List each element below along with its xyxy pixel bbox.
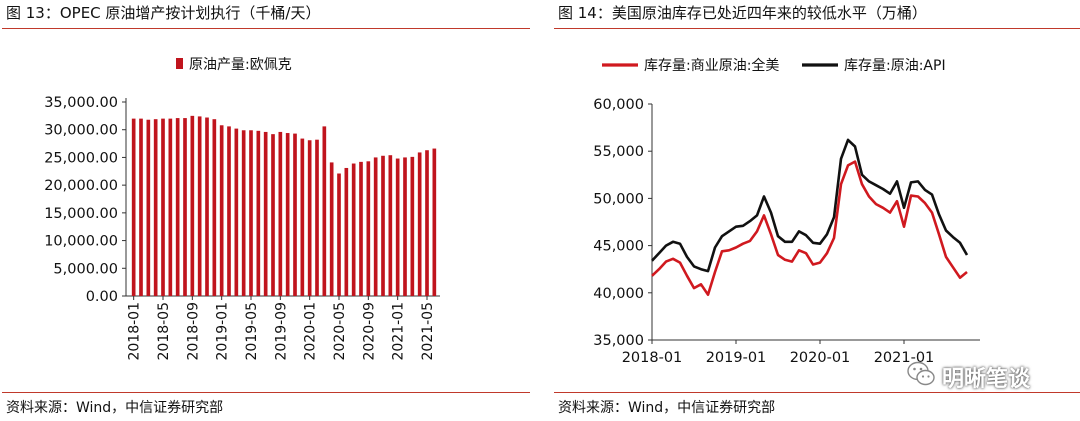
- legend-label: 原油产量:欧佩克: [189, 57, 292, 73]
- line-series: [651, 138, 969, 296]
- chart-title: 图 14：美国原油库存已处近四年来的较低水平（万桶）: [558, 4, 927, 22]
- source-rule: [554, 392, 1080, 393]
- chart-legend: 库存量:商业原油:全美 库存量:原油:API: [602, 57, 946, 74]
- x-tick-label: 2019-01: [215, 302, 231, 361]
- x-tick-label: 2018-01: [127, 302, 143, 361]
- source-rule: [2, 392, 530, 393]
- legend-label: 库存量:原油:API: [844, 58, 946, 74]
- x-tick-label: 2019-01: [706, 350, 767, 366]
- y-tick-label: 25,000.00: [44, 150, 118, 166]
- bar: [337, 173, 341, 296]
- bar: [197, 116, 202, 296]
- chart-axes: 35,000 40,000 45,000 50,000 55,000 60,000 2018…: [593, 97, 980, 366]
- bar: [285, 133, 290, 296]
- x-tick-label: 2020-01: [790, 350, 851, 366]
- bar: [395, 158, 400, 296]
- bar: [212, 119, 217, 296]
- y-tick-label: 20,000.00: [44, 178, 118, 194]
- chart-legend: 原油产量:欧佩克: [176, 57, 292, 73]
- bar: [359, 161, 363, 296]
- series-line: [651, 160, 968, 296]
- bar: [219, 125, 224, 296]
- line-chart: 库存量:商业原油:全美 库存量:原油:API 35,000 40,000 45,000…: [593, 57, 980, 366]
- y-tick-label: 10,000.00: [44, 234, 118, 250]
- y-tick-label: 50,000: [593, 191, 644, 207]
- bar: [161, 118, 165, 296]
- bar: [131, 118, 136, 296]
- y-tick-label: 5,000.00: [53, 261, 118, 277]
- bar: [256, 130, 261, 296]
- bar-series: [131, 115, 437, 297]
- bar: [190, 115, 195, 296]
- bar: [432, 148, 437, 296]
- bar: [381, 155, 385, 296]
- bar: [366, 161, 371, 296]
- bar: [263, 131, 268, 296]
- y-tick-label: 55,000: [593, 144, 644, 160]
- x-tick-label: 2020-05: [332, 302, 348, 361]
- legend-label: 库存量:商业原油:全美: [644, 57, 779, 74]
- bar: [322, 126, 327, 296]
- bar: [417, 152, 422, 296]
- bar: [344, 167, 349, 296]
- bar: [249, 130, 253, 296]
- bar: [307, 140, 312, 296]
- bar: [293, 133, 297, 296]
- x-tick-label: 2021-01: [391, 302, 407, 361]
- bar: [315, 139, 319, 296]
- bar: [351, 163, 356, 296]
- bar: [183, 118, 187, 297]
- source-note: 资料来源：Wind，中信证券研究部: [558, 400, 776, 416]
- watermark-text: 明晰笔谈: [942, 367, 1031, 392]
- right-chart-panel: 图 14：美国原油库存已处近四年来的较低水平（万桶） 库存量:商业原油:全美 库存…: [552, 0, 1080, 421]
- bar: [241, 130, 246, 296]
- bar: [234, 128, 239, 296]
- bar: [146, 119, 151, 296]
- bar: [300, 138, 305, 296]
- source-note: 资料来源：Wind，中信证券研究部: [6, 400, 224, 416]
- chart-axes: 0.00 5,000.00 10,000.00 15,000.00 20,000.00 2…: [44, 95, 440, 361]
- y-tick-label: 60,000: [593, 97, 644, 113]
- bar: [403, 157, 407, 296]
- series-line: [651, 138, 969, 273]
- x-tick-label: 2018-01: [622, 350, 683, 366]
- y-tick-label: 15,000.00: [44, 206, 118, 222]
- y-tick-label: 35,000.00: [44, 95, 118, 111]
- y-tick-label: 40,000: [593, 286, 644, 302]
- bar: [175, 118, 180, 297]
- x-tick-label: 2021-05: [420, 302, 436, 361]
- bar: [168, 118, 173, 296]
- legend-swatch: [176, 58, 183, 69]
- watermark: 明晰笔谈: [906, 358, 1066, 392]
- title-rule: [2, 28, 530, 29]
- bar: [373, 157, 378, 296]
- x-tick-label: 2020-09: [361, 302, 377, 361]
- y-tick-label: 30,000.00: [44, 123, 118, 139]
- y-tick-label: 35,000: [593, 333, 644, 349]
- y-tick-label: 45,000: [593, 239, 644, 255]
- chart-title: 图 13：OPEC 原油增产按计划执行（千桶/天）: [6, 4, 321, 22]
- x-tick-label: 2018-05: [156, 302, 172, 361]
- x-tick-label: 2019-09: [273, 302, 289, 361]
- bar: [153, 119, 158, 296]
- bar: [410, 156, 415, 296]
- bar: [271, 134, 275, 296]
- bar: [278, 131, 283, 296]
- bar: [425, 150, 429, 296]
- left-chart-panel: 图 13：OPEC 原油增产按计划执行（千桶/天） 原油产量:欧佩克 0.00 5…: [0, 0, 530, 421]
- x-tick-label: 2018-09: [185, 302, 201, 361]
- bar-chart: 原油产量:欧佩克 0.00 5,000.00 10,000.00 15,000.00 2…: [44, 57, 440, 361]
- x-tick-label: 2020-01: [303, 302, 319, 361]
- bar: [329, 162, 334, 296]
- bar: [139, 118, 143, 296]
- bar: [227, 126, 231, 296]
- bar: [388, 155, 393, 296]
- title-rule: [554, 28, 1080, 29]
- y-tick-label: 0.00: [86, 289, 118, 305]
- wechat-icon: [907, 361, 935, 386]
- bar: [205, 117, 209, 297]
- x-tick-label: 2019-05: [244, 302, 260, 361]
